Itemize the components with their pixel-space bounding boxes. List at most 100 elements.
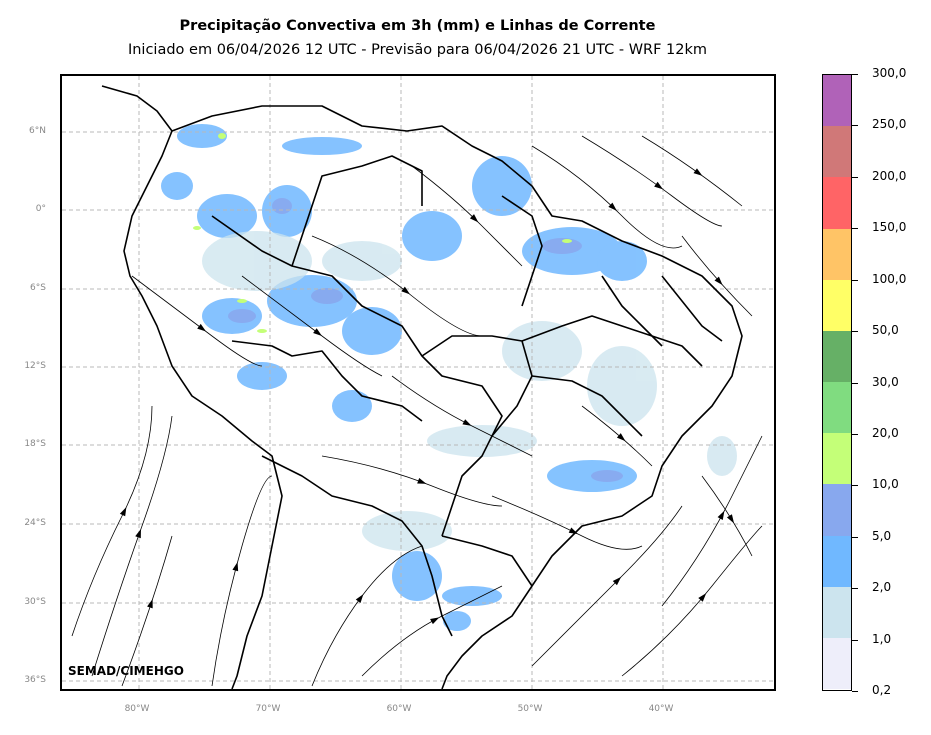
colorbar-tick [852,588,858,590]
streamline-arrow [135,528,141,539]
colorbar-tick [852,176,858,178]
streamline [641,135,743,207]
lat-label-12s: 12°S [24,361,46,371]
colorbar-tick [852,433,858,435]
colorbar-tick [852,536,858,538]
colorbar-tick [852,331,858,333]
streamline [661,435,763,607]
streamline [531,505,683,667]
map-title: Precipitação Convectiva em 3h (mm) e Lin… [179,18,656,34]
lon-label-50w: 50°W [517,704,543,714]
lon-label-60w: 60°W [386,704,412,714]
streamline [681,235,753,317]
colorbar-label: 100,0 [872,271,907,286]
colorbar-segment [823,484,851,536]
streamline [131,275,263,367]
lat-label-24s: 24°S [24,518,46,528]
lat-label-30s: 30°S [24,597,46,607]
streamline [71,405,153,637]
streamline [211,475,273,687]
streamline [361,585,503,677]
streamline-arrow [608,202,617,211]
streamline [391,375,533,457]
colorbar-segment [823,637,851,690]
country-borders [101,85,743,689]
streamline-arrow [693,168,703,176]
streamline-arrow [568,527,578,534]
map-canvas [62,76,774,689]
colorbar-tick [852,639,858,641]
streamline-arrow [714,276,723,286]
streamline-arrow [232,561,239,572]
colorbar-segment [823,433,851,485]
streamline [121,535,173,687]
streamline-arrow [616,433,626,442]
colorbar-segment [823,279,851,332]
map-panel [60,74,776,691]
streamline-arrow [197,323,207,332]
lat-label-6n: 6°N [29,126,46,136]
colorbar-label: 250,0 [872,117,907,132]
lon-label-70w: 70°W [255,704,281,714]
streamline-arrow [462,419,472,426]
colorbar-segment [823,75,851,127]
lat-label-18s: 18°S [24,439,46,449]
streamline-arrow [717,510,725,520]
colorbar-tick [852,485,858,487]
streamlines-layer [71,135,763,687]
colorbar-label: 30,0 [872,374,899,389]
colorbar-label: 0,2 [872,683,892,697]
colorbar-tick [852,691,858,692]
streamline [91,415,173,677]
streamline-arrow [430,617,440,625]
lon-label-80w: 80°W [124,704,150,714]
streamline-arrow [401,286,411,295]
colorbar-segment [823,126,851,178]
colorbar-label: 150,0 [872,220,907,235]
lat-label-36s: 36°S [24,675,46,685]
streamline [531,145,683,249]
colorbar-label: 20,0 [872,425,899,440]
streamline-arrow [469,214,479,223]
colorbar-segment [823,228,851,281]
streamline [581,135,723,227]
colorbar-tick [852,382,858,384]
streamline [701,475,753,557]
colorbar-label: 10,0 [872,477,899,492]
streamline-arrow [726,514,735,524]
streamline [621,525,763,677]
colorbar-segment [823,330,851,383]
streamline [491,495,643,550]
streamline [321,455,503,507]
streamline-arrow [698,593,707,602]
map-subtitle: Iniciado em 06/04/2026 12 UTC - Previsão… [127,42,708,58]
streamline [311,235,483,337]
lon-label-40w: 40°W [648,704,674,714]
colorbar-segment [823,382,851,434]
streamline-arrow [119,507,127,517]
colorbar-tick [852,228,858,230]
colorbar-label: 200,0 [872,168,907,183]
colorbar-label: 2,0 [872,580,892,595]
colorbar-tick [852,279,858,281]
streamline-arrow [654,181,664,190]
streamline [411,165,523,267]
colorbar-label: 1,0 [872,631,892,646]
colorbar-segment [823,535,851,588]
colorbar-label: 300,0 [872,66,907,80]
colorbar-segment [823,177,851,229]
colorbar-label: 5,0 [872,528,892,543]
streamline-arrow [313,328,322,336]
lat-label-6s: 6°S [30,283,46,293]
colorbar [822,74,852,691]
credit-label: SEMAD/CIMEHGO [68,664,184,678]
streamline-arrow [417,477,427,484]
lat-label-0: 0° [35,204,46,214]
colorbar-segment [823,586,851,639]
colorbar-tick [852,74,858,75]
streamline-arrow [355,594,364,603]
colorbar-label: 50,0 [872,323,899,338]
colorbar-tick [852,125,858,127]
streamline-arrow [612,576,622,586]
streamline-arrow [147,598,153,609]
